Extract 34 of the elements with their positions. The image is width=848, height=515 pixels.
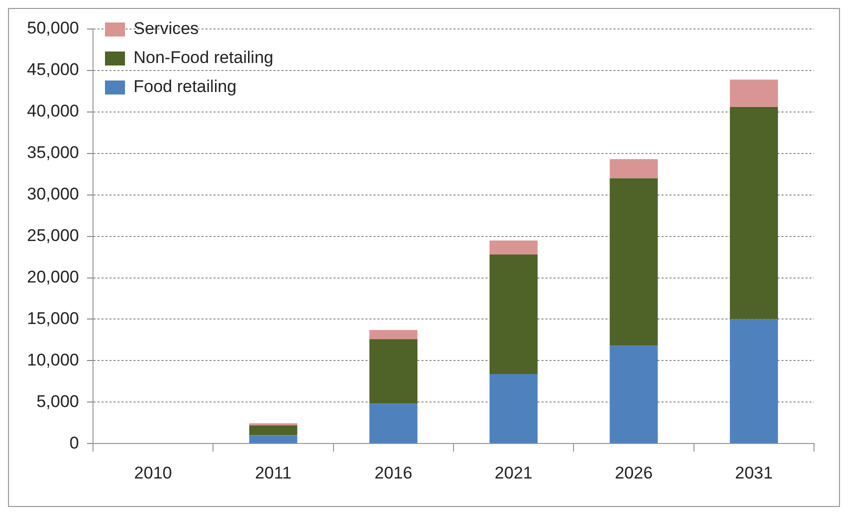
- legend-label: Food retailing: [133, 77, 237, 96]
- bar: [610, 159, 658, 178]
- y-tick-label: 30,000: [26, 184, 79, 204]
- y-tick-label: 0: [70, 433, 79, 452]
- legend-label: Non-Food retailing: [133, 48, 274, 68]
- bar: [730, 80, 778, 107]
- y-tick-label: 35,000: [26, 143, 79, 162]
- y-tick-label: 50,000: [26, 18, 79, 38]
- bar: [249, 435, 298, 444]
- bar: [369, 330, 418, 340]
- bar: [369, 339, 418, 404]
- bar: [730, 319, 778, 444]
- x-tick-label: 2031: [735, 463, 773, 482]
- bar: [490, 240, 538, 255]
- bar: [610, 346, 658, 444]
- bar: [610, 178, 658, 346]
- x-tick-label: 2011: [254, 463, 292, 482]
- y-tick-label: 10,000: [26, 350, 79, 370]
- bar: [730, 106, 778, 320]
- y-tick-label: 25,000: [26, 226, 79, 245]
- bar: [249, 425, 298, 436]
- x-tick-label: 2016: [374, 463, 412, 482]
- x-tick-label: 2010: [134, 463, 172, 482]
- x-tick-label: 2026: [614, 463, 653, 482]
- y-tick-label: 20,000: [26, 267, 79, 286]
- bar: [490, 374, 538, 444]
- bar: [490, 254, 538, 374]
- y-tick-label: 45,000: [26, 60, 79, 80]
- y-tick-label: 15,000: [26, 308, 79, 328]
- bar: [369, 404, 418, 444]
- y-tick-label: 40,000: [26, 102, 79, 121]
- y-tick-label: 5,000: [36, 392, 79, 411]
- x-tick-label: 2021: [494, 463, 532, 482]
- legend-label: Services: [133, 19, 199, 38]
